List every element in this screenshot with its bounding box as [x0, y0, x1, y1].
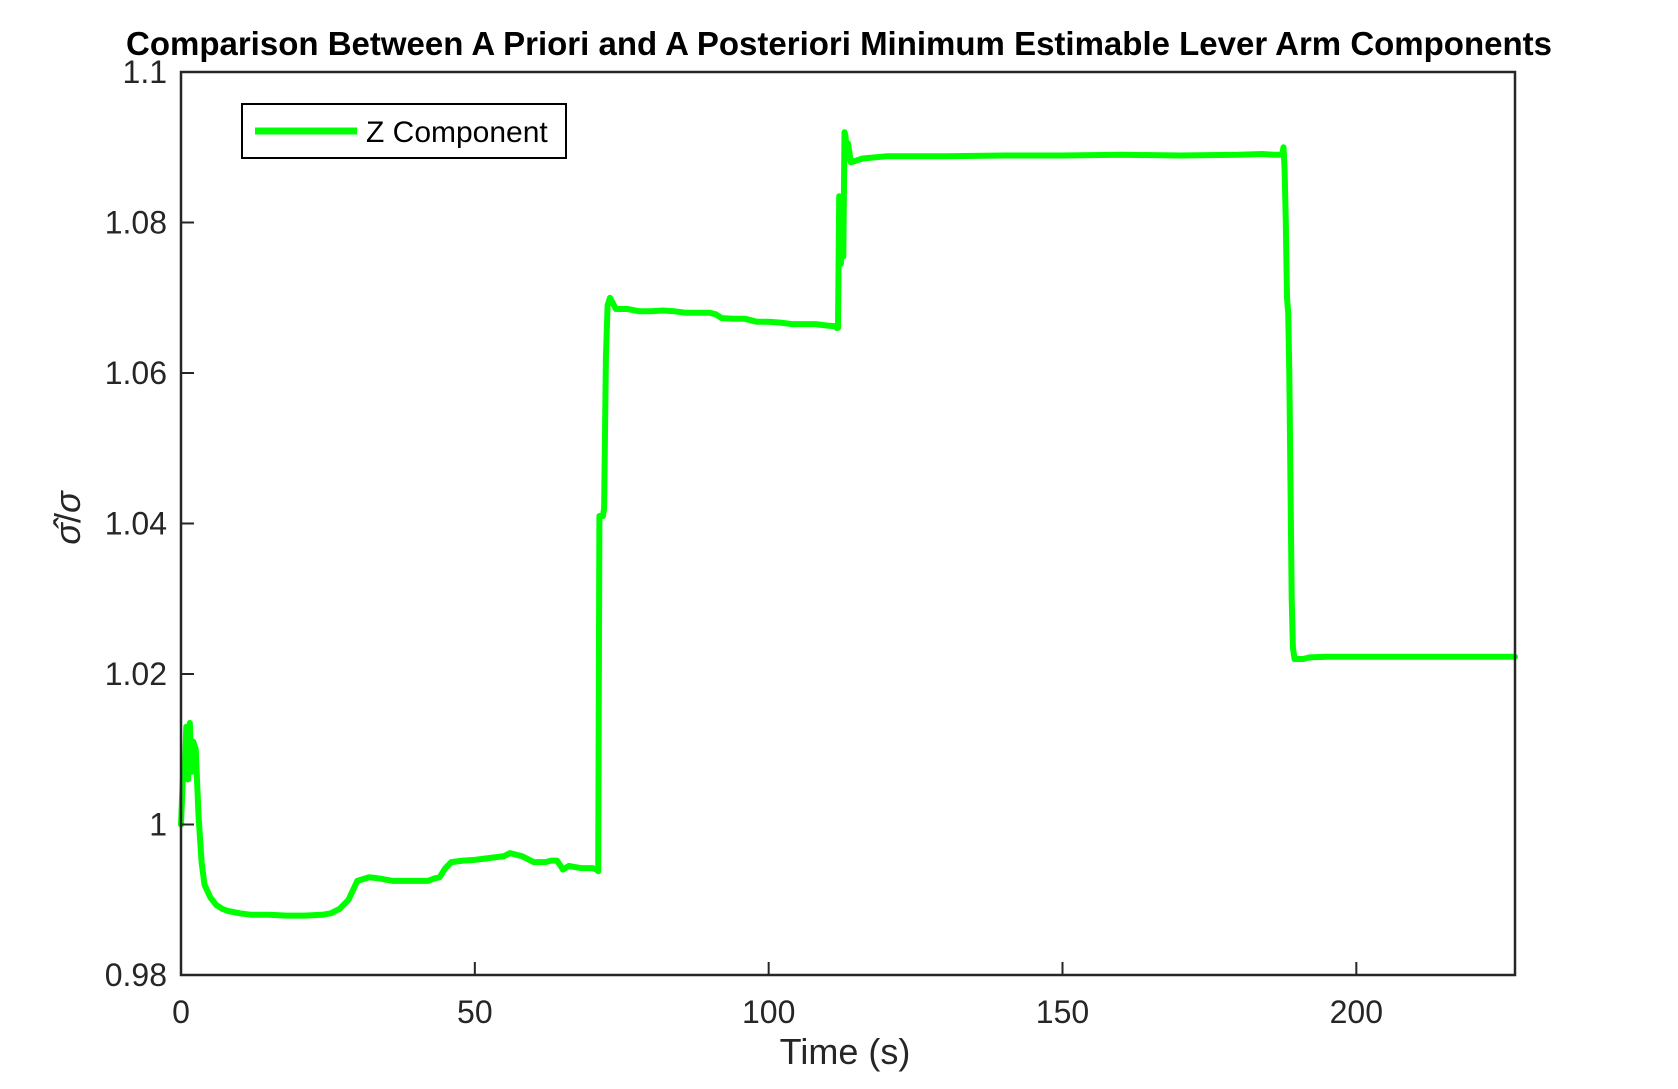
y-tick-label: 1.02 — [105, 656, 167, 692]
axes-box — [179, 70, 1517, 977]
y-axis: 0.98 1 1.02 1.04 1.06 1.08 1.1 — [105, 54, 194, 993]
x-tick-label: 150 — [1036, 994, 1089, 1030]
legend: Z Component — [241, 103, 567, 159]
y-tick-label: 1.04 — [105, 506, 167, 542]
y-axis-label-denominator: σ — [47, 490, 88, 513]
x-axis-label: Time (s) — [780, 1031, 911, 1072]
y-tick-label: 1 — [149, 807, 167, 843]
x-axis: 0 50 100 150 200 — [172, 962, 1383, 1030]
y-tick-label: 1.06 — [105, 355, 167, 391]
y-axis-label: σ̂/σ — [47, 490, 88, 545]
y-tick-label: 1.1 — [123, 54, 167, 90]
x-tick-label: 0 — [172, 994, 190, 1030]
legend-label-z-component: Z Component — [366, 116, 548, 149]
y-tick-label: 0.98 — [105, 957, 167, 993]
y-axis-label-slash: / — [47, 513, 88, 523]
x-tick-label: 200 — [1330, 994, 1383, 1030]
legend-box — [241, 103, 567, 159]
series-layer — [178, 129, 1518, 919]
series-line-0 — [178, 129, 1518, 919]
x-tick-label: 50 — [457, 994, 493, 1030]
chart-title: Comparison Between A Priori and A Poster… — [126, 25, 1552, 62]
x-tick-label: 100 — [742, 994, 795, 1030]
y-tick-label: 1.08 — [105, 205, 167, 241]
